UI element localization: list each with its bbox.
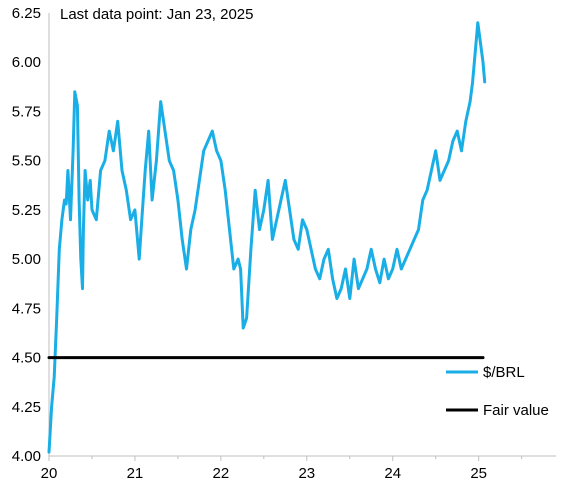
series-line-brl [47, 21, 487, 454]
x-tick-label: 22 [213, 465, 230, 482]
legend-label: $/BRL [483, 364, 525, 381]
y-tick-label: 4.50 [12, 350, 41, 367]
y-tick-label: 4.00 [12, 448, 41, 465]
y-tick-label: 5.50 [12, 153, 41, 170]
x-tick-label: 21 [127, 465, 144, 482]
y-tick-label: 6.25 [12, 5, 41, 22]
x-axis-ticks: 20 21 22 23 24 25 [41, 456, 523, 482]
annotation-last-data-point: Last data point: Jan 23, 2025 [60, 6, 253, 23]
y-tick-label: 5.25 [12, 202, 41, 219]
y-tick-label: 5.00 [12, 251, 41, 268]
legend: $/BRL Fair value [446, 364, 549, 419]
legend-label: Fair value [483, 402, 549, 419]
series-layer [47, 21, 487, 454]
y-tick-label: 6.00 [12, 54, 41, 71]
y-tick-label: 5.75 [12, 103, 41, 120]
x-tick-label: 20 [41, 465, 58, 482]
y-axis-ticks: 4.00 4.25 4.50 4.75 5.00 5.25 5.50 5.75 6.00 6.25 [12, 5, 41, 465]
y-tick-label: 4.75 [12, 300, 41, 317]
x-tick-label: 25 [470, 465, 487, 482]
x-tick-label: 24 [384, 465, 401, 482]
x-tick-label: 23 [298, 465, 315, 482]
y-tick-label: 4.25 [12, 399, 41, 416]
